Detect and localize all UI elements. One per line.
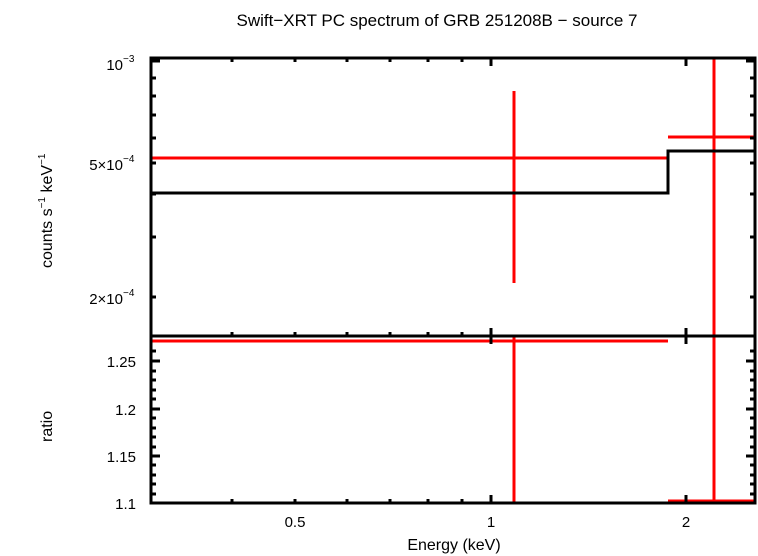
data-series xyxy=(151,58,755,336)
ratio-series xyxy=(151,336,755,503)
ytick-label-5e-4: 5×10 xyxy=(89,157,123,174)
spectrum-panel: 10 −3 5×10 −4 2×10 −4 counts s−1 keV−1 xyxy=(37,54,757,338)
model-step-line xyxy=(151,149,755,195)
ratio-y-ticks xyxy=(151,349,755,505)
ytick-label-1.2: 1.2 xyxy=(115,402,136,419)
spectrum-frame xyxy=(149,56,757,338)
ratio-panel: 1.25 1.2 1.15 1.1 ratio xyxy=(39,334,757,513)
ytick-label-2e-4-exp: −4 xyxy=(123,288,135,299)
ratio-x-ticks xyxy=(230,336,688,503)
ratio-y-axis-label: ratio xyxy=(39,411,56,442)
ytick-label-1.15: 1.15 xyxy=(107,449,136,466)
ytick-label-5e-4-exp: −4 xyxy=(123,154,135,165)
ytick-label-1e-3: 10 xyxy=(106,57,123,74)
xtick-label-1: 1 xyxy=(487,514,495,531)
ytick-label-2e-4: 2×10 xyxy=(89,291,123,308)
spectrum-x-ticks xyxy=(230,58,688,336)
ytick-label-1.1: 1.1 xyxy=(115,496,136,513)
x-axis-label: Energy (keV) xyxy=(407,537,500,554)
spectrum-y-ticks xyxy=(151,59,755,299)
ytick-label-1e-3-exp: −3 xyxy=(123,54,135,65)
chart-title: Swift−XRT PC spectrum of GRB 251208B − s… xyxy=(237,11,638,30)
xtick-label-2: 2 xyxy=(682,514,690,531)
xtick-label-0.5: 0.5 xyxy=(285,514,306,531)
ratio-frame xyxy=(149,334,757,505)
spectrum-y-axis-label: counts s−1 keV−1 xyxy=(37,153,56,268)
ytick-label-1.25: 1.25 xyxy=(107,354,136,371)
